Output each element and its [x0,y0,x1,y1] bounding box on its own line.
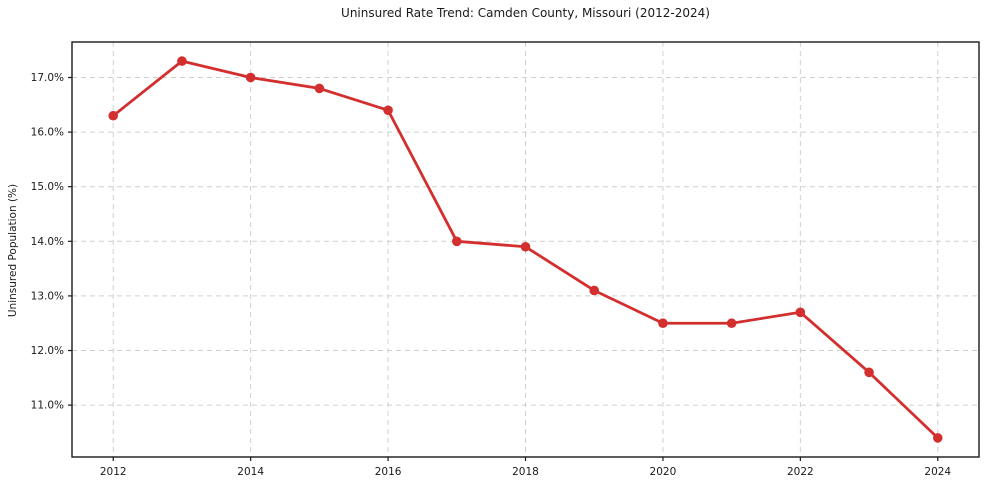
data-point [383,105,393,116]
data-point [726,318,737,329]
x-tick-label: 2012 [100,466,127,478]
data-point [451,236,462,247]
data-point [314,83,325,94]
x-tick-label: 2018 [512,466,539,478]
y-tick-label: 14.0% [31,236,64,248]
y-tick-label: 13.0% [31,290,64,302]
data-point [932,433,943,443]
x-tick-label: 2024 [924,466,951,478]
y-tick-label: 11.0% [31,400,64,412]
chart-title: Uninsured Rate Trend: Camden County, Mis… [341,6,710,20]
y-tick-label: 16.0% [31,127,64,139]
data-point [245,72,256,83]
y-tick-label: 15.0% [31,181,64,193]
data-point [520,241,531,252]
data-point [864,367,874,378]
y-tick-label: 12.0% [31,345,64,357]
data-point [589,285,600,296]
x-tick-label: 2014 [237,466,264,478]
x-tick-label: 2022 [787,466,814,478]
data-point [658,318,668,329]
data-point [795,307,806,318]
x-tick-label: 2020 [650,466,677,478]
y-tick-label: 17.0% [31,72,64,84]
data-point [177,56,187,66]
x-tick-label: 2016 [375,466,402,478]
data-point [108,110,119,121]
